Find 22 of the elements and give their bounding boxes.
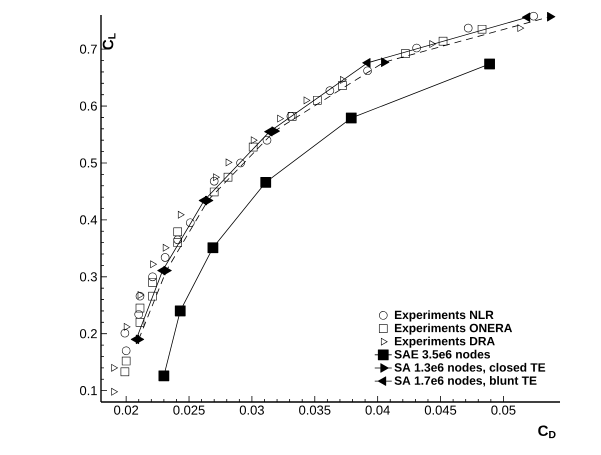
y-tick-label: 0.4	[80, 215, 98, 224]
x-tick-label: 0.035	[299, 406, 330, 415]
x-tick-label: 0.02	[114, 406, 138, 415]
x-tick-label: 0.05	[491, 406, 516, 415]
y-axis-title: C$_{L}$	[102, 33, 116, 50]
x-tick-label: 0.025	[173, 406, 205, 415]
x-axis-title: C$_{D}$	[538, 425, 556, 438]
legend-label: Experiments NLR	[394, 310, 494, 322]
y-tick-label: 0.1	[80, 386, 97, 396]
x-tick-label: 0.045	[424, 406, 456, 415]
legend-label: SA 1.3e6 nodes, closed TE	[394, 362, 546, 374]
y-tick-label: 0.5	[80, 158, 97, 168]
x-tick-label: 0.03	[240, 406, 264, 415]
legend-label: Experiments ONERA	[394, 323, 512, 335]
x-tick-label: 0.04	[366, 406, 390, 415]
legend-label: SA 1.7e6 nodes, blunt TE	[394, 376, 537, 387]
legend-label: Experiments DRA	[394, 336, 495, 348]
y-tick-label: 0.7	[80, 44, 97, 54]
y-tick-label: 0.6	[80, 101, 97, 111]
legend-label: SAE 3.5e6 nodes	[394, 350, 490, 359]
y-tick-label: 0.3	[80, 272, 97, 282]
y-tick-label: 0.2	[80, 329, 97, 338]
